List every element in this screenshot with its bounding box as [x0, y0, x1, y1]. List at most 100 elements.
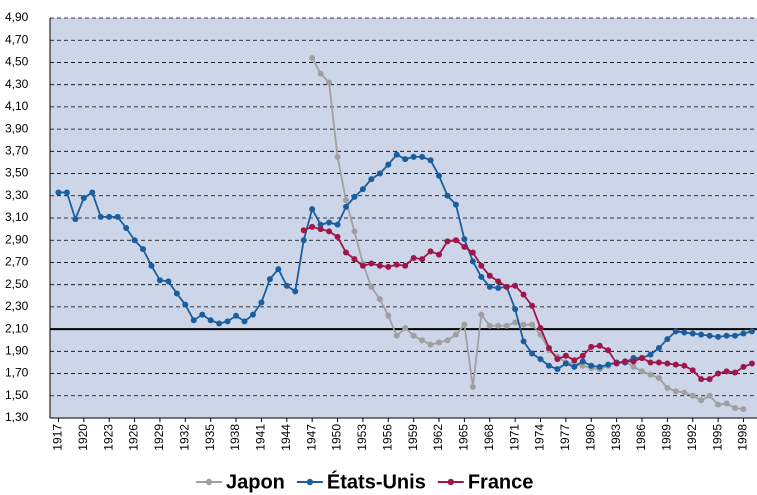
x-tick-label: 1923 [101, 424, 115, 451]
x-tick-label: 1986 [634, 424, 648, 451]
data-point [486, 283, 493, 290]
data-point [478, 262, 485, 269]
y-tick-label: 4,10 [5, 99, 29, 113]
data-point [715, 401, 722, 408]
data-point [672, 328, 679, 335]
data-point [300, 227, 307, 234]
data-point [588, 343, 595, 350]
data-point [283, 282, 290, 289]
y-tick-label: 4,70 [5, 32, 29, 46]
data-point [334, 221, 341, 228]
data-point [402, 156, 409, 163]
data-point [224, 318, 231, 325]
data-point [452, 331, 459, 338]
data-point [317, 70, 324, 77]
data-point [486, 272, 493, 279]
data-point [190, 317, 197, 324]
data-point [368, 260, 375, 267]
data-point [376, 262, 383, 269]
data-point [342, 249, 349, 256]
data-point [342, 197, 349, 204]
y-tick-label: 3,90 [5, 121, 29, 135]
data-point [512, 306, 519, 313]
data-point [80, 195, 87, 201]
data-point [461, 243, 468, 250]
data-point [655, 375, 662, 381]
data-point [97, 213, 104, 220]
data-point [419, 153, 426, 160]
data-point [672, 388, 679, 395]
data-point [579, 358, 586, 365]
x-tick-label: 1953 [355, 424, 369, 451]
data-point [529, 321, 536, 328]
y-tick-label: 2,50 [5, 277, 29, 291]
data-point [114, 213, 121, 220]
data-point [326, 79, 333, 86]
data-point [156, 277, 163, 284]
x-tick-label: 1965 [457, 424, 471, 451]
data-point [554, 356, 561, 363]
data-point [89, 189, 96, 196]
data-point [537, 356, 544, 363]
legend-marker [306, 478, 314, 486]
data-point [562, 352, 569, 359]
data-point [469, 249, 476, 256]
data-point [419, 337, 426, 344]
data-point [55, 189, 62, 196]
data-point [131, 237, 138, 244]
data-point [368, 176, 375, 183]
data-point [182, 301, 189, 308]
data-point [605, 361, 612, 368]
y-tick-label: 3,70 [5, 144, 29, 158]
data-point [452, 237, 459, 244]
x-tick-label: 1920 [76, 424, 90, 451]
x-tick-label: 1959 [406, 424, 420, 451]
data-point [393, 151, 400, 158]
data-point [732, 332, 739, 339]
data-point [689, 367, 696, 374]
x-tick-label: 1995 [710, 424, 724, 451]
data-point [266, 276, 273, 283]
data-point [309, 223, 316, 230]
data-point [529, 302, 536, 309]
data-point [199, 311, 206, 318]
data-point [495, 322, 502, 329]
legend-marker [205, 478, 213, 486]
data-point [461, 236, 468, 243]
data-point [402, 262, 409, 269]
data-point [334, 233, 341, 240]
data-point [309, 55, 316, 61]
data-point [148, 262, 155, 269]
data-point [723, 368, 730, 375]
legend-label: Japon [226, 471, 285, 493]
data-point [393, 332, 400, 339]
data-point [309, 206, 316, 213]
data-point [258, 299, 265, 306]
data-point [588, 362, 595, 369]
data-point [715, 333, 722, 340]
legend: Japon États-Unis France [196, 470, 533, 493]
data-point [351, 193, 358, 200]
data-point [368, 283, 375, 290]
data-point [596, 363, 603, 370]
data-point [681, 362, 688, 369]
x-tick-label: 1926 [127, 424, 141, 451]
data-point [740, 363, 747, 370]
data-point [326, 228, 333, 235]
data-point [461, 321, 468, 328]
data-point [512, 319, 519, 326]
data-point [613, 360, 620, 367]
x-tick-label: 1974 [533, 424, 547, 451]
data-point [545, 345, 552, 351]
data-point [385, 312, 392, 319]
data-point [444, 192, 451, 199]
data-point [664, 336, 671, 343]
data-point [233, 312, 240, 319]
data-point [748, 360, 755, 367]
data-point [689, 330, 696, 337]
data-point [672, 361, 679, 368]
data-point [334, 153, 341, 160]
data-point [562, 360, 569, 367]
x-tick-label: 1968 [482, 424, 496, 451]
